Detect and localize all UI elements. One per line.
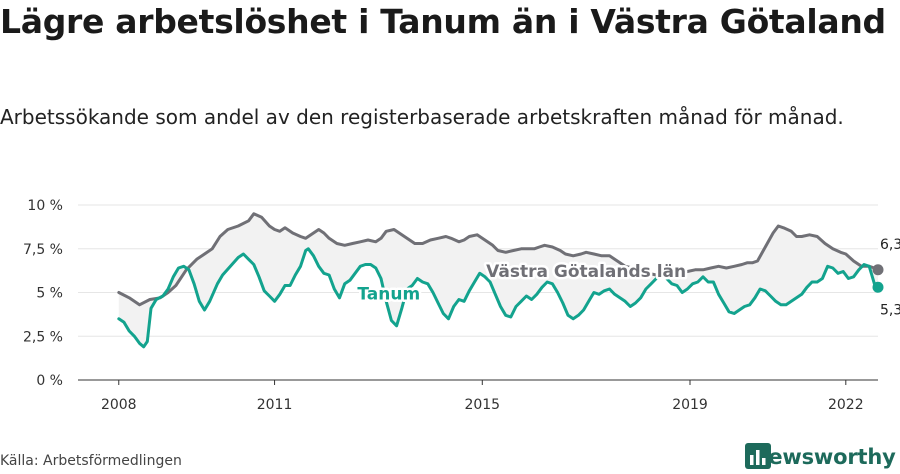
x-tick-label: 2015 [464,397,500,413]
series-label-region: Västra Götalands län [486,262,686,282]
y-tick-label: 7,5 % [23,242,63,258]
y-tick-label: 5 % [36,286,63,302]
newsworthy-logo[interactable]: Newsworthy [745,441,896,473]
y-tick-label: 0 % [36,373,63,389]
y-tick-label: 2,5 % [23,329,63,345]
difference-band [118,213,879,347]
x-tick-label: 2022 [828,397,864,413]
end-value-region: 6,3 % [880,237,900,253]
series-label-tanum: Tanum [357,285,420,305]
series-line-vastra-gotaland [117,212,880,307]
page-title: Lägre arbetslöshet i Tanum än i Västra G… [0,2,886,41]
end-value-tanum: 5,3 % [880,302,900,318]
series-line-tanum [117,247,880,349]
end-marker-region [872,264,884,276]
x-tick-label: 2011 [257,397,293,413]
brand-name: Newsworthy [751,445,896,469]
bar-chart-icon [745,443,771,469]
source-note: Källa: Arbetsförmedlingen [0,453,182,469]
page-subtitle: Arbetssökande som andel av den registerb… [0,105,844,129]
x-tick-label: 2019 [672,397,708,413]
end-marker-tanum [872,281,884,293]
line-chart: 0 % 2,5 % 5 % 7,5 % 10 % 2008 2011 2015 2019 2022… [23,198,900,413]
y-tick-label: 10 % [27,198,63,214]
x-tick-label: 2008 [101,397,137,413]
